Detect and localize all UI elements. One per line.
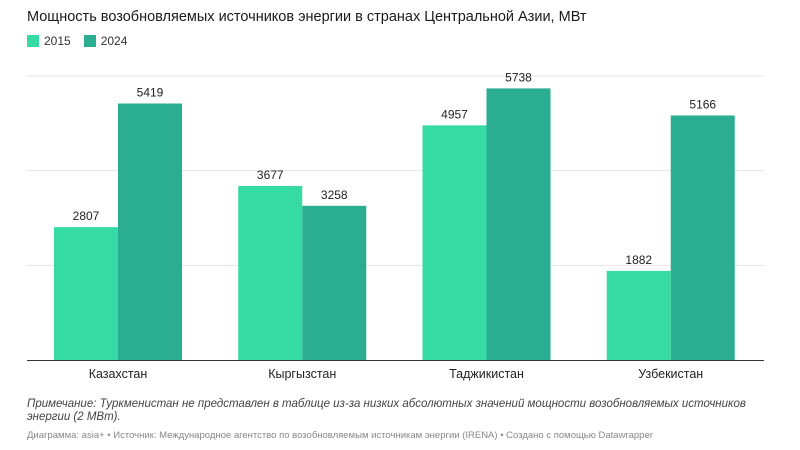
x-tick-label: Казахстан	[89, 367, 148, 381]
bar-2015-1	[238, 185, 303, 360]
data-label: 5419	[137, 86, 164, 100]
data-label: 5738	[505, 70, 532, 84]
legend-item-2015: 2015	[27, 34, 71, 48]
bar-2024-2	[486, 88, 551, 360]
data-label: 1882	[625, 253, 652, 267]
data-label: 2807	[73, 209, 100, 223]
legend: 2015 2024	[27, 34, 140, 48]
bar-2015-2	[422, 125, 487, 360]
bar-2024-3	[670, 115, 735, 360]
data-label: 3258	[321, 188, 348, 202]
x-tick-label: Узбекистан	[638, 367, 703, 381]
data-label: 4957	[441, 107, 468, 121]
data-label: 3677	[257, 168, 284, 182]
data-label: 5166	[689, 97, 716, 111]
x-tick-label: Таджикистан	[449, 367, 524, 381]
chart-note: Примечание: Туркменистан не представлен …	[27, 398, 746, 423]
legend-swatch-2015	[27, 35, 39, 47]
legend-label-2015: 2015	[44, 34, 71, 48]
x-tick-label: Кыргызстан	[268, 367, 336, 381]
legend-swatch-2024	[83, 35, 96, 47]
legend-item-2024: 2024	[83, 34, 128, 48]
bar-2015-0	[54, 227, 118, 360]
bar-2015-3	[606, 270, 671, 360]
bar-chart: 2807 5419 Казахстан 3677 3258 Кыргызстан 4957 5…	[27, 70, 764, 381]
bar-2024-0	[118, 103, 182, 360]
legend-label-2024: 2024	[100, 34, 128, 48]
chart-source: Диаграмма: asia+ • Источник: Международн…	[27, 430, 653, 441]
chart-title: Мощность возобновляемых источников энерг…	[27, 9, 587, 25]
bar-2024-1	[302, 205, 367, 360]
